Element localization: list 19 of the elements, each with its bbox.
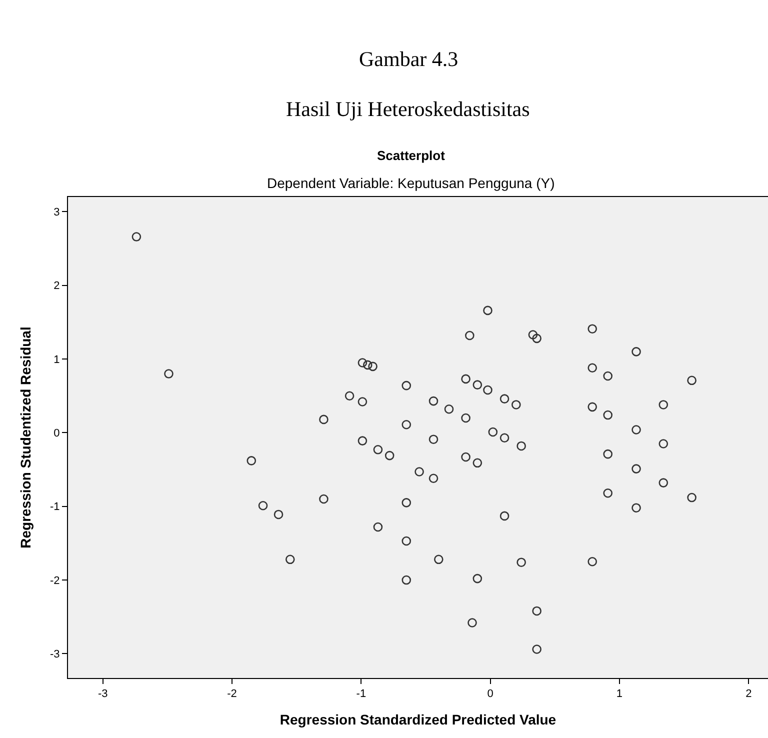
x-tick-label: -3 [98, 688, 108, 700]
y-axis-title: Regression Studentized Residual [18, 326, 34, 548]
y-tick-label: 3 [54, 206, 60, 219]
x-axis-title: Regression Standardized Predicted Value [280, 712, 556, 728]
chart-title: Gambar 4.3 [359, 47, 458, 71]
text: Scatterplot [377, 148, 446, 163]
chart-subtitle: Hasil Uji Heteroskedastisitas [286, 97, 530, 121]
text: Dependent Variable: Keputusan Pengguna (Y) [267, 175, 555, 191]
y-tick-label: -1 [50, 501, 60, 514]
y-tick-label: 1 [54, 354, 60, 366]
y-tick-label: -2 [50, 574, 60, 587]
y-tick-label: 0 [54, 428, 60, 440]
y-tick-label: 2 [54, 280, 60, 292]
x-tick-label: -1 [356, 688, 366, 700]
x-tick-label: 0 [487, 688, 494, 700]
x-tick-label: -2 [227, 688, 237, 700]
x-tick-label: 1 [616, 688, 623, 700]
y-tick-label: -3 [50, 648, 60, 661]
x-tick-label: 2 [746, 688, 752, 700]
